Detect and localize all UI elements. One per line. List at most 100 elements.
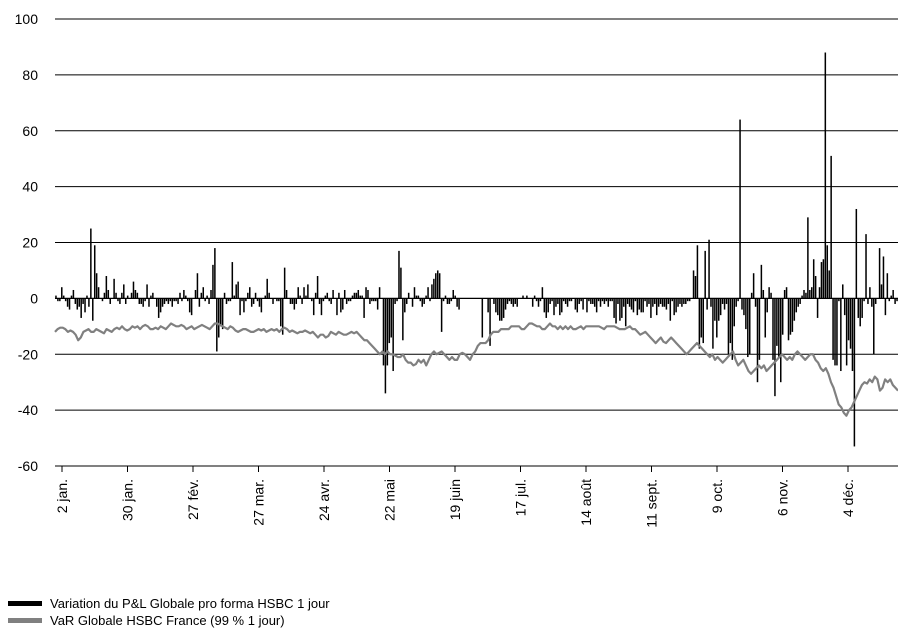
bar xyxy=(384,298,387,394)
bar xyxy=(155,298,158,307)
bar xyxy=(435,273,437,299)
bar xyxy=(611,298,613,302)
bar xyxy=(636,298,639,316)
bar xyxy=(756,298,759,383)
bar xyxy=(374,298,377,302)
bar xyxy=(398,250,400,299)
bar xyxy=(865,234,867,299)
bar xyxy=(545,298,548,318)
bar xyxy=(646,298,648,307)
bar xyxy=(735,298,737,307)
bar xyxy=(82,298,84,304)
bar xyxy=(851,298,854,372)
bar xyxy=(626,298,629,304)
bar xyxy=(785,287,788,299)
bar xyxy=(745,298,747,330)
bar xyxy=(392,298,394,372)
bar xyxy=(338,292,340,299)
bar xyxy=(758,298,761,360)
bar xyxy=(159,298,162,313)
bar xyxy=(107,289,110,299)
bar xyxy=(78,298,80,307)
bar xyxy=(791,298,794,332)
bar xyxy=(559,298,561,316)
bar xyxy=(208,298,210,304)
bar xyxy=(659,298,662,304)
bar xyxy=(809,289,811,299)
bar xyxy=(64,298,67,302)
bar xyxy=(247,292,249,299)
bar xyxy=(768,287,770,299)
bar xyxy=(710,298,712,307)
bar xyxy=(535,298,538,302)
bar xyxy=(299,295,301,299)
bar xyxy=(76,298,79,310)
bar xyxy=(456,298,458,307)
bar xyxy=(105,276,108,299)
bar xyxy=(648,298,650,304)
bar xyxy=(568,298,571,302)
bar xyxy=(661,298,664,307)
bar xyxy=(884,298,887,316)
bar xyxy=(843,298,846,316)
bar xyxy=(59,298,61,302)
bar xyxy=(531,298,534,307)
bar xyxy=(119,298,121,304)
bar xyxy=(307,284,309,299)
bar xyxy=(836,298,838,366)
bar xyxy=(737,298,739,302)
bar xyxy=(774,298,776,397)
bar xyxy=(433,278,435,299)
bar xyxy=(188,298,191,313)
bar xyxy=(729,298,732,344)
chart-svg: -60 -40 -20 0 20 40 60 80 100 2 jan. 30 jan. 27 fév… xyxy=(15,11,898,528)
bar xyxy=(324,295,327,299)
bar xyxy=(766,298,768,313)
bar xyxy=(781,298,784,335)
bar xyxy=(373,298,375,302)
bar xyxy=(692,270,695,299)
bar xyxy=(206,295,208,299)
bar xyxy=(68,298,71,310)
bar xyxy=(349,298,352,302)
bar xyxy=(686,298,689,302)
bar xyxy=(272,298,274,304)
bar xyxy=(609,298,611,302)
bar xyxy=(824,52,827,299)
bar xyxy=(239,298,241,316)
bar xyxy=(295,298,298,304)
bar xyxy=(842,284,844,299)
bar xyxy=(446,298,449,304)
bar xyxy=(258,298,261,307)
bar xyxy=(402,298,404,341)
bar xyxy=(74,298,77,304)
legend: Variation du P&L Globale pro forma HSBC … xyxy=(8,595,330,629)
bar xyxy=(223,292,226,299)
x-tick-label-0: 2 jan. xyxy=(54,479,70,513)
bar xyxy=(576,298,579,313)
bar xyxy=(367,289,369,299)
bar xyxy=(345,298,348,304)
bar xyxy=(186,298,189,302)
bar xyxy=(221,298,224,330)
bar xyxy=(828,270,830,299)
bar xyxy=(115,292,117,299)
bar xyxy=(97,287,100,299)
bar xyxy=(570,298,573,302)
bar xyxy=(655,298,658,316)
bar xyxy=(890,295,892,299)
bar xyxy=(603,298,606,304)
bar xyxy=(574,298,577,310)
bar xyxy=(723,298,726,310)
bar xyxy=(867,298,869,304)
bar xyxy=(200,292,203,299)
bar xyxy=(506,298,509,304)
bar xyxy=(95,273,98,299)
bar xyxy=(706,298,708,310)
x-tick-label-3: 27 mar. xyxy=(251,479,267,526)
bar xyxy=(283,267,286,299)
y-tick-label-0: -60 xyxy=(18,458,38,474)
bar xyxy=(202,287,205,299)
bar xyxy=(566,298,569,307)
